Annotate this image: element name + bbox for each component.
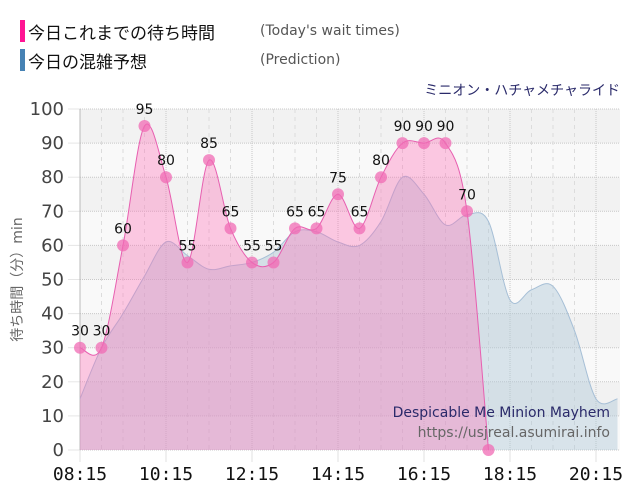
data-label: 30 bbox=[71, 324, 89, 340]
grid-band bbox=[80, 143, 620, 178]
x-tick-label: 14:15 bbox=[311, 464, 365, 485]
data-label: 90 bbox=[394, 119, 412, 135]
data-point[interactable] bbox=[375, 171, 387, 184]
data-label: 55 bbox=[265, 238, 283, 254]
data-point[interactable] bbox=[310, 222, 323, 235]
data-point[interactable] bbox=[117, 239, 129, 252]
data-point[interactable] bbox=[267, 256, 280, 269]
data-point[interactable] bbox=[482, 444, 495, 456]
data-label: 70 bbox=[458, 187, 476, 203]
data-point[interactable] bbox=[246, 256, 258, 269]
legend-actual-sub: (Today's wait times) bbox=[260, 23, 400, 39]
data-label: 80 bbox=[157, 153, 175, 169]
x-tick-label: 16:15 bbox=[397, 464, 451, 485]
y-axis-title: 待ち時間（分）min bbox=[10, 217, 26, 341]
data-point[interactable] bbox=[160, 171, 172, 184]
x-tick-label: 10:15 bbox=[139, 464, 193, 485]
data-label: 30 bbox=[93, 324, 111, 340]
y-tick-label: 40 bbox=[41, 304, 64, 325]
data-label: 65 bbox=[308, 204, 326, 220]
data-label: 55 bbox=[179, 238, 197, 254]
legend-prediction-label: 今日の混雑予想 bbox=[28, 52, 147, 73]
ride-name: ミニオン・ハチャメチャライド bbox=[424, 83, 620, 99]
y-tick-label: 100 bbox=[30, 99, 64, 120]
data-point[interactable] bbox=[95, 341, 108, 354]
x-tick-label: 12:15 bbox=[225, 464, 279, 485]
y-tick-label: 50 bbox=[41, 270, 64, 291]
data-label: 90 bbox=[415, 119, 433, 135]
data-point[interactable] bbox=[203, 154, 215, 167]
y-tick-label: 60 bbox=[41, 235, 64, 256]
actual-area bbox=[80, 124, 489, 450]
grid-band bbox=[80, 211, 620, 246]
grid-band bbox=[80, 245, 620, 280]
grid-band bbox=[80, 415, 620, 450]
grid-band bbox=[80, 347, 620, 382]
x-tick-label: 08:15 bbox=[53, 464, 107, 485]
y-tick-label: 70 bbox=[41, 201, 64, 222]
data-label: 85 bbox=[200, 136, 218, 152]
legend-actual-label: 今日これまでの待ち時間 bbox=[28, 23, 215, 44]
grid-band bbox=[80, 381, 620, 416]
data-point[interactable] bbox=[353, 222, 366, 235]
prediction-line bbox=[79, 175, 618, 405]
x-tick-label: 20:15 bbox=[569, 464, 623, 485]
data-label: 95 bbox=[136, 102, 154, 118]
y-tick-label: 30 bbox=[41, 338, 64, 359]
data-label: 90 bbox=[437, 119, 455, 135]
y-tick-label: 90 bbox=[41, 133, 64, 154]
grid-band bbox=[80, 313, 620, 348]
data-label: 60 bbox=[114, 221, 132, 237]
data-point[interactable] bbox=[224, 222, 237, 235]
data-label: 65 bbox=[351, 204, 369, 220]
data-label: 65 bbox=[222, 204, 240, 220]
data-label: 80 bbox=[372, 153, 390, 169]
y-tick-label: 10 bbox=[41, 406, 64, 427]
watermark-title: Despicable Me Minion Mayhem bbox=[393, 405, 610, 421]
grid-band bbox=[80, 279, 620, 314]
y-tick-label: 80 bbox=[41, 167, 64, 188]
legend-prediction-swatch bbox=[20, 49, 25, 71]
data-point[interactable] bbox=[439, 137, 452, 150]
data-point[interactable] bbox=[332, 188, 344, 201]
data-point[interactable] bbox=[418, 137, 430, 150]
legend-prediction-sub: (Prediction) bbox=[260, 52, 341, 68]
y-tick-label: 20 bbox=[41, 372, 64, 393]
data-point[interactable] bbox=[289, 222, 301, 235]
data-point[interactable] bbox=[138, 120, 151, 133]
x-tick-label: 18:15 bbox=[483, 464, 537, 485]
legend-prediction: 今日の混雑予想 (Prediction) bbox=[20, 49, 341, 73]
data-point[interactable] bbox=[74, 341, 86, 354]
data-point[interactable] bbox=[181, 256, 194, 269]
legend-actual-swatch bbox=[20, 20, 25, 42]
watermark-url: https://usjreal.asumirai.info bbox=[418, 425, 610, 441]
data-label: 75 bbox=[329, 170, 347, 186]
data-point[interactable] bbox=[396, 137, 409, 150]
data-label: 65 bbox=[286, 204, 304, 220]
legend-actual: 今日これまでの待ち時間 (Today's wait times) bbox=[20, 20, 400, 44]
data-point[interactable] bbox=[461, 205, 473, 218]
y-tick-label: 0 bbox=[53, 440, 64, 461]
data-label: 55 bbox=[243, 238, 261, 254]
grid-band bbox=[80, 109, 620, 144]
